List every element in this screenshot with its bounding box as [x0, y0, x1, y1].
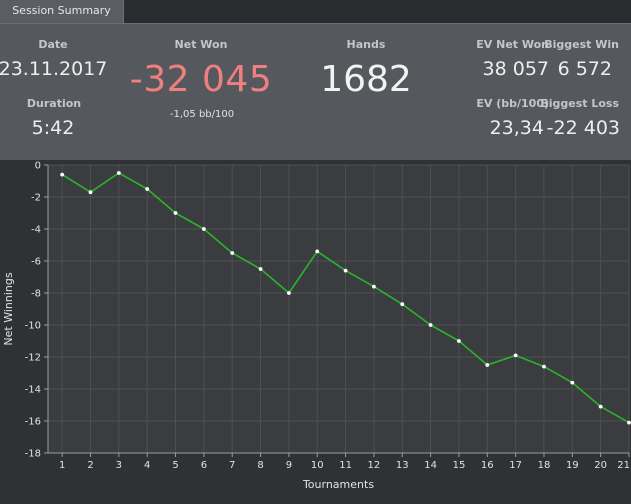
y-tick-label: -8 — [31, 289, 41, 300]
y-tick-label: -2 — [31, 193, 41, 204]
x-tick-label: 8 — [257, 460, 263, 471]
series-net-winnings — [60, 171, 631, 425]
duration-value: 5:42 — [31, 117, 75, 139]
data-point — [116, 171, 121, 175]
x-tick-label: 2 — [87, 460, 93, 471]
x-tick-label: 11 — [339, 460, 352, 471]
x-tick-label: 1 — [59, 460, 65, 471]
ev-bb-label: EV (bb/100) — [476, 97, 549, 110]
ev-net-won-label: EV Net Won — [476, 38, 549, 51]
x-tick-label: 15 — [453, 460, 466, 471]
data-point — [230, 251, 235, 255]
net-won-value: -32 045 — [129, 59, 273, 100]
ev-bb-value: 23,34 — [489, 117, 544, 139]
x-tick-label: 7 — [229, 460, 235, 471]
date-label: Date — [38, 38, 68, 51]
duration-label: Duration — [26, 97, 82, 110]
data-point — [315, 249, 320, 254]
data-point — [400, 302, 405, 307]
y-tick-label: -18 — [25, 449, 41, 460]
net-winnings-chart: 0 -2 -4 -6 -8 -10 -12 -14 -16 -18 1 2 3 4 5 6 7 8 9 10 11 12 1… — [0, 160, 631, 504]
data-point — [287, 291, 291, 295]
y-tick-label: -10 — [25, 321, 41, 332]
net-won-label: Net Won — [174, 38, 228, 51]
x-tick-label: 12 — [368, 460, 381, 471]
data-point — [145, 187, 150, 191]
x-tick-label: 5 — [172, 460, 178, 471]
ev-net-won-value: 38 057 — [482, 58, 549, 80]
y-tick-label: 0 — [35, 161, 41, 172]
biggest-loss-value: -22 403 — [546, 117, 620, 139]
data-point — [88, 190, 93, 195]
data-point — [485, 363, 490, 367]
date-value: 23.11.2017 — [0, 58, 108, 80]
x-tick-label: 6 — [201, 460, 207, 471]
x-tick-label: 21 — [617, 460, 630, 471]
y-tick-label: -16 — [25, 417, 41, 428]
biggest-win-value: 6 572 — [557, 58, 612, 80]
y-tick-label: -14 — [25, 385, 41, 396]
data-point — [201, 227, 206, 231]
data-point — [60, 172, 65, 177]
y-tick-label: -6 — [31, 257, 41, 268]
data-point — [542, 364, 546, 369]
x-tick-label: 9 — [286, 460, 292, 471]
x-tick-label: 18 — [538, 460, 551, 471]
session-summary-panel: Date 23.11.2017 Duration 5:42 Net Won -3… — [0, 23, 631, 160]
bb-per-100-value: -1,05 bb/100 — [169, 109, 235, 120]
hands-label: Hands — [346, 38, 386, 51]
data-point — [570, 380, 575, 385]
x-axis-title: Tournaments — [302, 478, 374, 491]
data-point — [372, 284, 376, 289]
tab-session-summary[interactable]: Session Summary — [0, 0, 124, 23]
biggest-loss-label: Biggest Loss — [540, 97, 619, 110]
x-tick-label: 19 — [566, 460, 579, 471]
y-tick-label: -12 — [25, 353, 41, 364]
y-axis-title: Net Winnings — [2, 272, 15, 345]
x-tick-label: 10 — [311, 460, 324, 471]
x-tick-label: 17 — [509, 460, 522, 471]
x-tick-label: 16 — [481, 460, 494, 471]
data-point — [598, 404, 603, 409]
biggest-win-label: Biggest Win — [544, 38, 619, 51]
x-tick-label: 20 — [594, 460, 607, 471]
tick-labels: 0-2-4-6-8-10-12-14-16-181 2 3 4 5 6 7 8 9 10 11 12 1… — [25, 161, 630, 472]
y-tick-label: -4 — [31, 225, 41, 236]
hands-value: 1682 — [320, 59, 412, 100]
data-point — [627, 420, 631, 425]
data-point — [173, 211, 178, 215]
data-point — [343, 268, 348, 273]
x-tick-label: 13 — [396, 460, 409, 471]
x-tick-label: 3 — [116, 460, 122, 471]
data-point — [457, 339, 461, 343]
tab-strip: Session Summary — [0, 0, 631, 23]
chart-svg: 0-2-4-6-8-10-12-14-16-181 2 3 4 5 6 7 8 9 10 11 12 1… — [0, 160, 631, 504]
x-tick-label: 4 — [144, 460, 150, 471]
data-point — [513, 353, 518, 358]
axes — [44, 164, 630, 457]
data-point — [258, 267, 263, 271]
data-point — [428, 323, 433, 327]
plot-area — [48, 165, 629, 453]
x-tick-label: 14 — [424, 460, 437, 471]
